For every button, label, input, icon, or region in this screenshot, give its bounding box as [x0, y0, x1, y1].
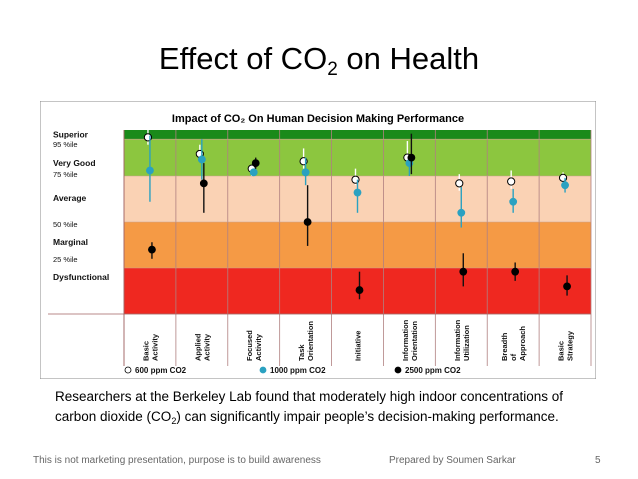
- legend-marker-3: [394, 366, 402, 374]
- y-label: Very Good: [53, 158, 96, 168]
- x-label: Applied Activity: [193, 333, 211, 361]
- legend-marker-2: [259, 366, 267, 374]
- band-2: Very Good: [124, 139, 591, 176]
- point-series-3: [199, 179, 208, 188]
- x-label-word: Information: [401, 319, 410, 361]
- y-label: Average: [53, 193, 87, 203]
- x-label-word: Activity: [254, 333, 263, 361]
- legend-label-1: 600 ppm CO2: [135, 366, 187, 375]
- point-series-2: [561, 181, 569, 190]
- title-end: on Health: [337, 41, 480, 76]
- caption-subscript: 2: [171, 416, 177, 426]
- y-label: Dysfunctional: [53, 272, 109, 282]
- y-label: Superior: [53, 130, 89, 140]
- band-1: Superior: [124, 130, 591, 140]
- footer-author: Prepared by Soumen Sarkar: [389, 455, 516, 466]
- point-series-2: [509, 197, 518, 206]
- legend-marker-1: [124, 366, 132, 374]
- point-series-3: [459, 267, 468, 276]
- point-series-3: [148, 245, 156, 254]
- footer-note: This is not marketing presentation, purp…: [33, 455, 321, 466]
- band-4: Marginal: [124, 222, 591, 268]
- point-series-2: [146, 166, 154, 175]
- title-subscript: 2: [327, 59, 338, 80]
- point-series-2: [249, 168, 258, 177]
- x-labels: Basic Activity Applied Activity Focused Activ…: [141, 319, 574, 361]
- x-label-word: Task: [297, 344, 306, 361]
- x-label-word: of: [509, 353, 518, 361]
- x-label-word: Approach: [518, 326, 527, 361]
- legend-label-2: 1000 ppm CO2: [270, 366, 326, 375]
- point-series-3: [251, 159, 260, 168]
- legend: 600 ppm CO2 1000 ppm CO2 2500 ppm CO2: [124, 366, 461, 375]
- legend-label-3: 2500 ppm CO2: [405, 366, 461, 375]
- point-series-2: [301, 168, 310, 177]
- x-label-word: Orientation: [306, 321, 315, 361]
- page-number: 5: [595, 455, 601, 466]
- x-label-word: Basic: [557, 341, 566, 361]
- x-label: Basic Activity: [141, 333, 159, 361]
- caption: Researchers at the Berkeley Lab found th…: [55, 387, 595, 427]
- x-label-word: Activity: [150, 333, 159, 361]
- point-series-1: [455, 179, 464, 188]
- data-marks: [143, 130, 571, 300]
- point-series-3: [511, 267, 520, 276]
- point-series-3: [303, 218, 312, 226]
- x-label: Breadth of Approach: [500, 326, 527, 361]
- y-label: 95 %ile: [53, 140, 78, 149]
- point-series-2: [353, 188, 362, 197]
- x-label-word: Applied: [193, 333, 202, 361]
- x-label-word: Orientation: [410, 321, 419, 361]
- x-label-word: Strategy: [566, 330, 575, 361]
- point-series-2: [197, 155, 206, 164]
- caption-part1: Researchers at the Berkeley Lab found th…: [55, 389, 564, 424]
- x-label: Focused Activity: [245, 330, 263, 361]
- chart-svg: Impact of CO₂ On Human Decision Making P…: [40, 101, 596, 379]
- x-label-word: Activity: [202, 333, 211, 361]
- x-label-word: Breadth: [500, 332, 509, 361]
- y-label: 25 %ile: [53, 255, 78, 264]
- y-label: 75 %ile: [53, 170, 78, 179]
- y-label: Marginal: [53, 237, 88, 247]
- grid-layer: [48, 130, 592, 366]
- point-series-1: [507, 177, 516, 186]
- x-label-word: Focused: [245, 330, 254, 361]
- x-label: Information Orientation: [401, 319, 419, 361]
- point-series-3: [407, 153, 416, 162]
- x-label-word: Basic: [141, 341, 150, 361]
- chart: Impact of CO₂ On Human Decision Making P…: [40, 101, 596, 379]
- x-label: Basic Strategy: [557, 330, 575, 361]
- point-series-2: [457, 208, 466, 217]
- x-label-word: Utilization: [462, 325, 471, 361]
- x-label-word: Initiative: [354, 331, 363, 361]
- chart-title: Impact of CO₂ On Human Decision Making P…: [172, 113, 464, 125]
- slide-title: Effect of CO2 on Health: [0, 40, 638, 80]
- x-label-word: Information: [453, 319, 462, 361]
- x-label: Information Utilization: [453, 319, 471, 361]
- point-series-3: [355, 286, 364, 294]
- point-series-3: [563, 282, 571, 291]
- caption-part2: ) can significantly impair people’s deci…: [176, 409, 559, 424]
- y-label: 50 %ile: [53, 220, 78, 229]
- title-main: Effect of CO: [158, 41, 328, 76]
- x-label: Task Orientation: [297, 321, 315, 361]
- x-label: Initiative: [354, 331, 363, 361]
